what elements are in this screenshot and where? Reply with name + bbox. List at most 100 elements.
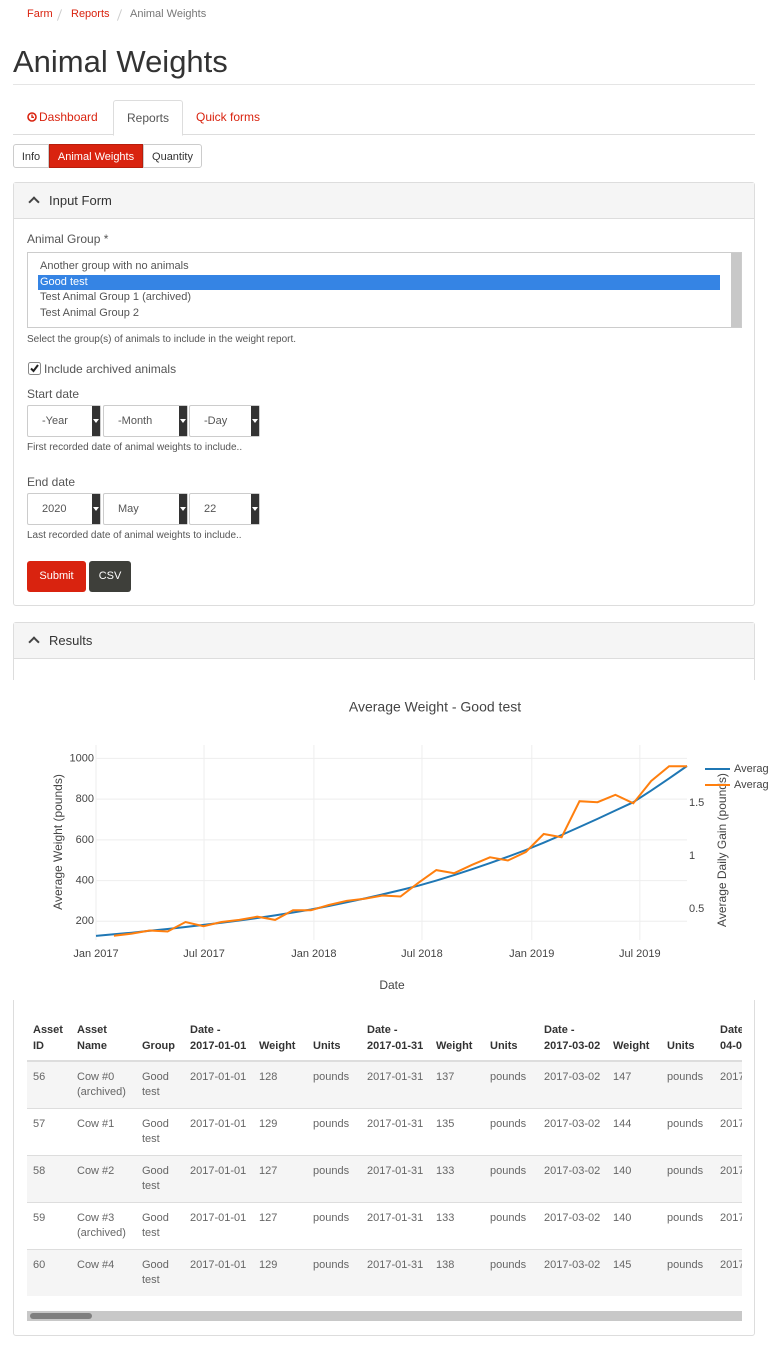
table-row: 60 Cow #4 Good test 2017-01-01 129 pounds 2017… (27, 1248, 742, 1296)
table-cell: 2017-04-01 (714, 1201, 742, 1249)
y-axis-title: Average Weight (pounds) (51, 774, 65, 910)
table-cell: pounds (307, 1201, 361, 1249)
dashboard-icon (27, 112, 37, 122)
table-cell: Cow #2 (71, 1154, 136, 1202)
group-option-selected[interactable]: Good test (38, 275, 720, 290)
table-cell: pounds (307, 1248, 361, 1296)
table-scroll[interactable]: Asset ID Asset Name Group Date - 2017-01-01… (27, 1018, 742, 1298)
table-row: 56 Cow #0 (archived) Good test 2017-01-01 12… (27, 1060, 742, 1108)
field-label: Start date (27, 387, 80, 401)
series-line (95, 765, 688, 937)
table-cell: 129 (253, 1248, 307, 1296)
column-header: Asset ID (27, 1018, 71, 1062)
table-cell: Cow #1 (71, 1107, 136, 1155)
breadcrumb-separator (56, 9, 63, 21)
table-cell: 133 (430, 1154, 484, 1202)
select[interactable]: -Month (103, 405, 188, 437)
table-cell: pounds (307, 1107, 361, 1155)
tab[interactable]: Quick forms (196, 110, 261, 124)
column-header: Weight (430, 1018, 484, 1062)
table-cell: 2017-01-31 (361, 1107, 430, 1155)
table-cell: 58 (27, 1154, 71, 1202)
table-cell: pounds (661, 1154, 714, 1202)
help-text: Last recorded date of animal weights to … (27, 530, 242, 541)
table-cell: 2017-01-01 (184, 1201, 253, 1249)
chart-title: Average Weight - Good test (349, 699, 521, 715)
table-cell: pounds (661, 1107, 714, 1155)
column-header: Weight (253, 1018, 307, 1062)
table-cell: 137 (430, 1060, 484, 1108)
checkbox[interactable] (28, 362, 41, 375)
field-label: Animal Group * (27, 232, 109, 246)
series-line (113, 765, 687, 937)
subtab-active[interactable]: Animal Weights (49, 144, 143, 168)
x-tick-label: Jul 2019 (619, 948, 661, 960)
table-row: 59 Cow #3 (archived) Good test 2017-01-01 12… (27, 1201, 742, 1249)
select-value: -Day (204, 415, 228, 427)
table-cell: 144 (607, 1107, 661, 1155)
table-cell: Good test (136, 1107, 184, 1155)
select[interactable]: -Year (27, 405, 101, 437)
table-cell: 2017-01-01 (184, 1060, 253, 1108)
y2-axis-title: Average Daily Gain (pounds) (715, 773, 729, 927)
table-cell: pounds (661, 1248, 714, 1296)
group-option[interactable]: Test Animal Group 2 (40, 307, 140, 319)
select[interactable]: 22 (189, 493, 260, 525)
group-listbox[interactable] (27, 252, 742, 328)
table-row: 57 Cow #1 Good test 2017-01-01 129 pounds 2017… (27, 1107, 742, 1155)
page-title: Animal Weights (13, 44, 228, 79)
breadcrumb-separator (116, 9, 123, 21)
column-header: Date - 2017-04-01 (714, 1018, 742, 1062)
select[interactable]: May (103, 493, 188, 525)
scrollbar-thumb[interactable] (30, 1313, 92, 1319)
table-cell: pounds (307, 1154, 361, 1202)
submit-button[interactable]: Submit (27, 561, 86, 592)
table-cell: 2017-04-01 (714, 1107, 742, 1155)
chart: Average Weight - Good test Date Average … (0, 680, 769, 1000)
select-value: -Year (42, 415, 68, 427)
group-option[interactable]: Another group with no animals (40, 260, 189, 272)
help-text: First recorded date of animal weights to… (27, 442, 243, 453)
table-cell: 138 (430, 1248, 484, 1296)
legend-label: Averag (734, 763, 769, 775)
table-cell: 2017-03-02 (538, 1060, 607, 1108)
help-text: Select the group(s) of animals to includ… (27, 334, 297, 345)
table-cell: 59 (27, 1201, 71, 1249)
tab[interactable]: Dashboard (39, 110, 98, 124)
subtab[interactable]: Info (13, 144, 49, 168)
subtab[interactable]: Quantity (143, 144, 202, 168)
table-cell: Cow #4 (71, 1248, 136, 1296)
panel-header[interactable]: Results (14, 623, 754, 659)
checkbox-label: Include archived animals (44, 362, 177, 376)
table-cell: pounds (484, 1201, 538, 1249)
y-tick-label: 600 (76, 834, 94, 846)
breadcrumb-link[interactable]: Farm (27, 8, 53, 20)
table-cell: pounds (484, 1107, 538, 1155)
table-cell: 2017-01-01 (184, 1248, 253, 1296)
column-header: Weight (607, 1018, 661, 1062)
column-header: Date - 2017-01-31 (361, 1018, 430, 1062)
table-cell: Good test (136, 1201, 184, 1249)
select[interactable]: 2020 (27, 493, 101, 525)
table-cell: 2017-03-02 (538, 1154, 607, 1202)
select[interactable]: -Day (189, 405, 260, 437)
column-header: Group (136, 1018, 184, 1062)
column-header: Date - 2017-01-01 (184, 1018, 253, 1062)
csv-button[interactable]: CSV (89, 561, 131, 592)
y-tick-label: 200 (76, 915, 94, 927)
table-cell: 2017-03-02 (538, 1107, 607, 1155)
table-cell: 2017-04-01 (714, 1060, 742, 1108)
group-option[interactable]: Test Animal Group 1 (archived) (40, 291, 192, 303)
table-cell: 56 (27, 1060, 71, 1108)
listbox-scrollbar[interactable] (731, 253, 741, 327)
table-cell: Good test (136, 1154, 184, 1202)
y-tick-label: 800 (76, 793, 94, 805)
column-header: Units (484, 1018, 538, 1062)
table-cell: 129 (253, 1107, 307, 1155)
table-scrollbar[interactable] (27, 1311, 742, 1321)
x-tick-label: Jan 2017 (73, 948, 118, 960)
x-tick-label: Jan 2018 (291, 948, 336, 960)
panel-header[interactable]: Input Form (14, 183, 754, 219)
tab-active[interactable]: Reports (113, 100, 184, 136)
breadcrumb-link[interactable]: Reports (71, 8, 110, 20)
